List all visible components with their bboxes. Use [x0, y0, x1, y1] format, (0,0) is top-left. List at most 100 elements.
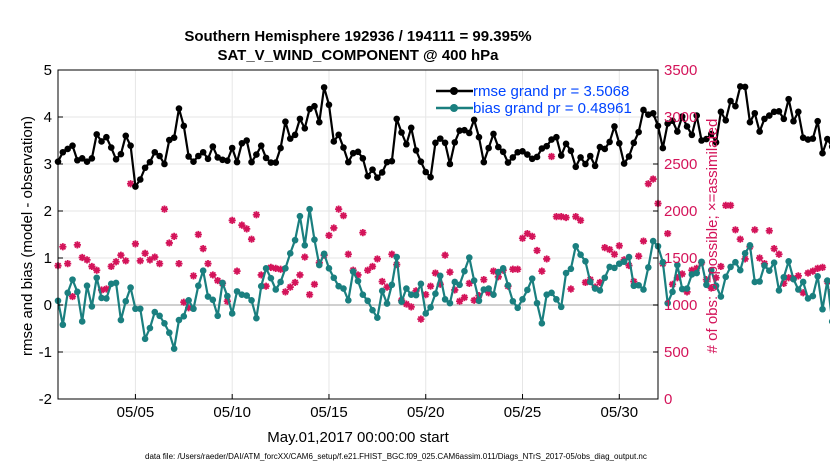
rmse-point — [330, 138, 338, 145]
bias-point — [436, 272, 444, 280]
obs-asterisk — [335, 205, 343, 213]
obs-asterisk — [93, 266, 101, 274]
bias-point — [456, 281, 463, 289]
bias-point — [403, 285, 410, 292]
rmse-point — [422, 168, 430, 176]
obs-point — [199, 245, 207, 253]
obs-asterisk — [804, 269, 812, 277]
obs-point — [267, 263, 275, 271]
rmse-point — [586, 152, 594, 160]
obs-point — [97, 286, 106, 294]
legend-rmse-label: rmse grand pr = 3.5068 — [473, 83, 629, 100]
obs-asterisk — [267, 263, 275, 271]
obs-point — [625, 261, 633, 270]
obs-point — [514, 265, 522, 273]
bias-point — [136, 305, 144, 313]
obs-asterisk — [572, 213, 580, 221]
bias-point — [727, 263, 734, 271]
bias-point — [669, 288, 676, 296]
rmse-point — [451, 139, 459, 146]
bias-point — [432, 290, 439, 298]
x-tick-label: 05/25 — [504, 404, 542, 421]
obs-point — [765, 227, 773, 235]
bias-point — [369, 306, 376, 314]
right-tick-label: 2000 — [664, 203, 697, 220]
rmse-point — [175, 105, 183, 112]
obs-point — [209, 271, 217, 279]
rmse-point — [335, 131, 342, 139]
bias-point — [630, 282, 638, 290]
bias-point — [814, 273, 821, 280]
rmse-point — [756, 128, 763, 135]
obs-point — [794, 272, 802, 280]
bias-point — [78, 318, 86, 325]
obs-point — [460, 293, 469, 302]
bias-point — [562, 269, 570, 277]
rmse-point — [630, 139, 638, 147]
x-tick-label: 05/20 — [407, 404, 445, 421]
obs-point — [480, 276, 488, 284]
obs-asterisk — [431, 269, 440, 277]
obs-point — [426, 282, 435, 290]
obs-point — [281, 288, 290, 296]
obs-asterisk — [625, 261, 633, 270]
bias-point — [693, 269, 701, 277]
bias-point — [795, 286, 802, 293]
obs-asterisk — [209, 271, 217, 279]
bias-point — [422, 310, 430, 317]
rmse-point — [190, 158, 197, 165]
rmse-point — [504, 159, 512, 166]
obs-asterisk — [180, 298, 188, 306]
obs-point — [644, 180, 652, 188]
obs-point — [431, 269, 440, 277]
obs-point — [146, 256, 154, 264]
rmse-point — [465, 129, 473, 137]
obs-asterisk — [117, 251, 125, 259]
bias-point — [199, 267, 207, 274]
right-tick-label: 3500 — [664, 62, 697, 79]
obs-asterisk — [378, 277, 386, 286]
obs-point — [596, 278, 604, 287]
obs-asterisk — [330, 224, 338, 232]
obs-point — [170, 232, 178, 240]
obs-point — [156, 260, 164, 268]
obs-point — [276, 265, 285, 273]
obs-asterisk — [272, 264, 280, 272]
obs-point — [257, 271, 265, 279]
obs-asterisk — [223, 297, 231, 305]
rmse-point — [543, 142, 551, 150]
obs-point — [141, 249, 149, 257]
bias-point — [296, 212, 304, 220]
bias-point — [625, 253, 633, 261]
obs-asterisk — [673, 274, 681, 282]
obs-asterisk — [388, 250, 396, 258]
grid — [58, 69, 658, 400]
obs-point — [422, 291, 430, 299]
rmse-point — [601, 145, 609, 153]
right-tick-label: 500 — [664, 344, 689, 361]
rmse-point — [736, 83, 744, 90]
bias-point — [272, 286, 280, 293]
rmse-point — [403, 140, 410, 148]
obs-asterisk — [301, 253, 309, 261]
obs-point — [804, 269, 812, 277]
bias-point — [306, 205, 313, 213]
rmse-point — [567, 147, 575, 155]
obs-asterisk — [678, 270, 686, 278]
obs-point — [678, 270, 686, 278]
x-tick-label: 05/15 — [310, 404, 348, 421]
obs-asterisk — [417, 315, 425, 323]
bias-point — [751, 278, 759, 286]
bias-point — [756, 278, 763, 285]
bias-point — [175, 316, 183, 324]
obs-asterisk — [567, 285, 575, 293]
obs-asterisk — [412, 287, 420, 295]
bias-point — [809, 292, 817, 300]
bias-point — [620, 258, 628, 266]
obs-asterisk — [489, 267, 498, 275]
bias-point — [209, 296, 217, 304]
x-tick-label: 05/05 — [117, 404, 155, 421]
obs-point — [552, 213, 560, 221]
rmse-point — [703, 135, 710, 143]
obs-asterisk — [644, 180, 652, 188]
